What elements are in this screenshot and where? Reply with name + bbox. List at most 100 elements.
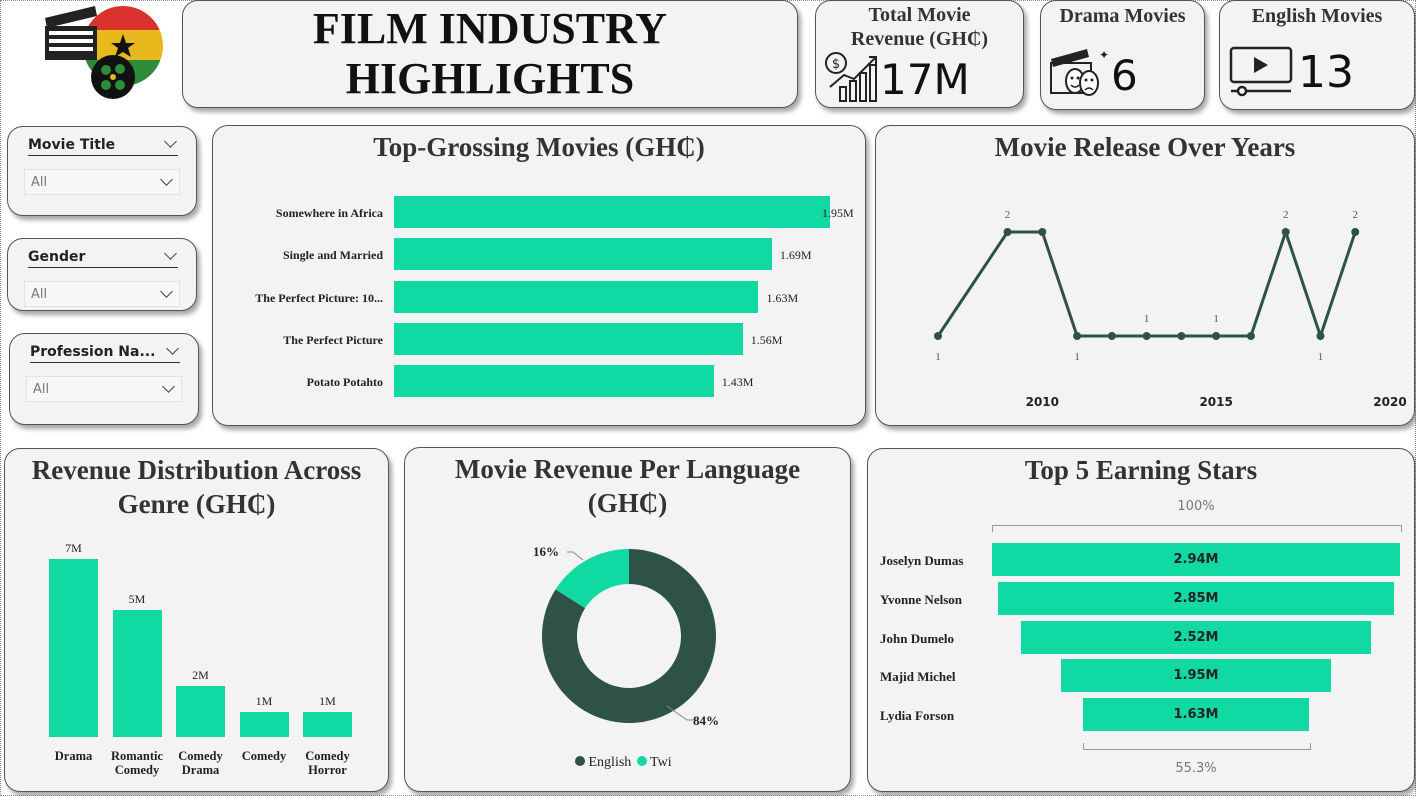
kpi-english-movies: English Movies 13 bbox=[1219, 0, 1415, 110]
data-point bbox=[1281, 228, 1290, 236]
bar-category-label: The Perfect Picture bbox=[283, 332, 383, 347]
funnel-category-label: John Dumelo bbox=[880, 630, 955, 646]
video-player-icon bbox=[1228, 45, 1294, 104]
slicer-movie-title[interactable]: Movie Title All bbox=[7, 126, 197, 216]
bar-category-label: Somewhere in Africa bbox=[275, 206, 383, 220]
legend: English Twi bbox=[575, 755, 672, 771]
bar bbox=[394, 365, 714, 398]
data-point bbox=[1003, 228, 1012, 236]
logo bbox=[40, 2, 170, 104]
funnel-value-label: 1.95M bbox=[1173, 668, 1219, 684]
dashboard-title-line1: FILM INDUSTRY bbox=[312, 4, 668, 53]
data-label: 2 bbox=[1005, 209, 1011, 221]
bar bbox=[394, 322, 743, 355]
stars-card: Top 5 Earning Stars 100% Joselyn Dumas 2.9… bbox=[867, 448, 1415, 792]
data-label: 2 bbox=[1283, 209, 1289, 221]
funnel-value-label: 2.85M bbox=[1173, 590, 1219, 606]
bracket-line bbox=[992, 525, 1402, 532]
bar bbox=[394, 280, 759, 313]
data-point bbox=[1142, 332, 1151, 340]
x-tick-label: 2020 bbox=[1373, 395, 1406, 409]
chart-title: Movie Release Over Years bbox=[994, 132, 1296, 162]
data-point bbox=[1316, 332, 1325, 340]
data-point bbox=[1212, 332, 1221, 340]
title-card: FILM INDUSTRY HIGHLIGHTS bbox=[182, 0, 798, 108]
chart-title: Top-Grossing Movies (GH₵) bbox=[373, 132, 705, 162]
funnel-category-label: Joselyn Dumas bbox=[880, 553, 964, 568]
funnel-value-label: 2.94M bbox=[1173, 552, 1219, 567]
bar-value-label: 1.69M bbox=[779, 248, 812, 263]
data-label: 2 bbox=[1352, 209, 1358, 221]
donut-slice bbox=[542, 549, 716, 723]
data-point bbox=[934, 332, 942, 340]
slicer-dropdown[interactable]: All bbox=[26, 376, 182, 402]
kpi-drama-movies: Drama Movies ✦ 6 bbox=[1040, 0, 1205, 110]
bar-category-label: Potato Potahto bbox=[306, 375, 383, 390]
slicer-dropdown[interactable]: All bbox=[24, 281, 180, 307]
bar-category-label: Comedy Horror bbox=[305, 749, 350, 777]
bar-category-label: The Perfect Picture: 10... bbox=[255, 290, 383, 305]
slicer-profession[interactable]: Profession Na... All bbox=[9, 333, 199, 425]
kpi-label: Drama Movies bbox=[1059, 5, 1186, 27]
funnel-value-label: 2.52M bbox=[1173, 629, 1219, 645]
data-label: 1 bbox=[1318, 351, 1324, 363]
funnel-category-label: Yvonne Nelson bbox=[880, 591, 962, 607]
funnel-bar bbox=[1060, 659, 1332, 693]
svg-text:$: $ bbox=[832, 57, 840, 72]
funnel-value-label: 1.63M bbox=[1173, 707, 1219, 723]
data-point bbox=[1177, 332, 1186, 340]
donut-chart: 84% 16% bbox=[533, 544, 719, 728]
kpi-value: 17M bbox=[880, 55, 970, 104]
bar bbox=[303, 711, 352, 737]
x-tick-label: 2015 bbox=[1199, 395, 1232, 409]
bar bbox=[239, 711, 289, 737]
top-grossing-card: Top-Grossing Movies (GH₵) Somewhere in A… bbox=[212, 125, 866, 426]
kpi-value: 13 bbox=[1298, 47, 1354, 98]
kpi-total-revenue: Total Movie Revenue (GH₵) $ 17M bbox=[815, 0, 1024, 108]
bar-value-label: 1M bbox=[255, 693, 273, 708]
dashboard-title-line2: HIGHLIGHTS bbox=[345, 54, 635, 103]
slicer-label: Movie Title bbox=[28, 137, 178, 156]
legend-dot-english bbox=[575, 756, 585, 766]
line-chart: 1 2 1 1 1 2 1 2 2010 2015 2020 bbox=[934, 209, 1407, 409]
funnel-bar bbox=[1082, 698, 1310, 732]
kpi-label: Total Movie Revenue (GH₵) bbox=[850, 4, 989, 50]
bar-value-label: 5M bbox=[128, 591, 146, 606]
chart-title: Movie Revenue Per Language (GH₵) bbox=[454, 454, 801, 518]
bar bbox=[112, 609, 162, 737]
revenue-chart-icon: $ bbox=[824, 51, 882, 108]
slice-label: 16% bbox=[533, 544, 559, 559]
slicer-label: Gender bbox=[28, 249, 178, 268]
funnel-top-percent: 100% bbox=[1177, 499, 1215, 514]
slicer-gender[interactable]: Gender All bbox=[7, 238, 197, 311]
chart-title: Revenue Distribution Across Genre (GH₵) bbox=[31, 455, 362, 519]
language-card: Movie Revenue Per Language (GH₵) 84% 16% … bbox=[404, 447, 851, 792]
bar-value-label: 1.95M bbox=[822, 206, 854, 220]
data-label: 1 bbox=[1074, 351, 1080, 363]
donut-slice bbox=[555, 549, 629, 609]
slicer-dropdown[interactable]: All bbox=[24, 169, 180, 195]
legend-dot-twi bbox=[636, 756, 647, 766]
legend-label: Twi bbox=[650, 755, 672, 770]
bar-category-label: Romantic Comedy bbox=[110, 749, 164, 777]
bar bbox=[394, 238, 772, 271]
data-point bbox=[1073, 332, 1082, 340]
legend-label: English bbox=[588, 755, 632, 770]
bar-category-label: Comedy bbox=[241, 749, 287, 763]
funnel-bar bbox=[1021, 620, 1371, 654]
bar bbox=[394, 196, 830, 228]
bar-value-label: 7M bbox=[65, 541, 82, 555]
bar-value-label: 1.56M bbox=[750, 332, 783, 347]
series-line bbox=[936, 227, 1357, 341]
genre-card: Revenue Distribution Across Genre (GH₵) … bbox=[4, 448, 389, 792]
leader-line bbox=[567, 551, 584, 561]
bar bbox=[176, 686, 225, 737]
bar bbox=[49, 559, 98, 737]
data-point bbox=[1107, 332, 1116, 340]
funnel-bar bbox=[992, 543, 1400, 576]
clapper-drama-masks-icon: ✦ bbox=[1049, 45, 1111, 106]
bar-category-label: Drama bbox=[54, 749, 93, 763]
x-tick-label: 2010 bbox=[1026, 395, 1059, 409]
data-point bbox=[1246, 332, 1255, 340]
data-point bbox=[1038, 228, 1047, 236]
